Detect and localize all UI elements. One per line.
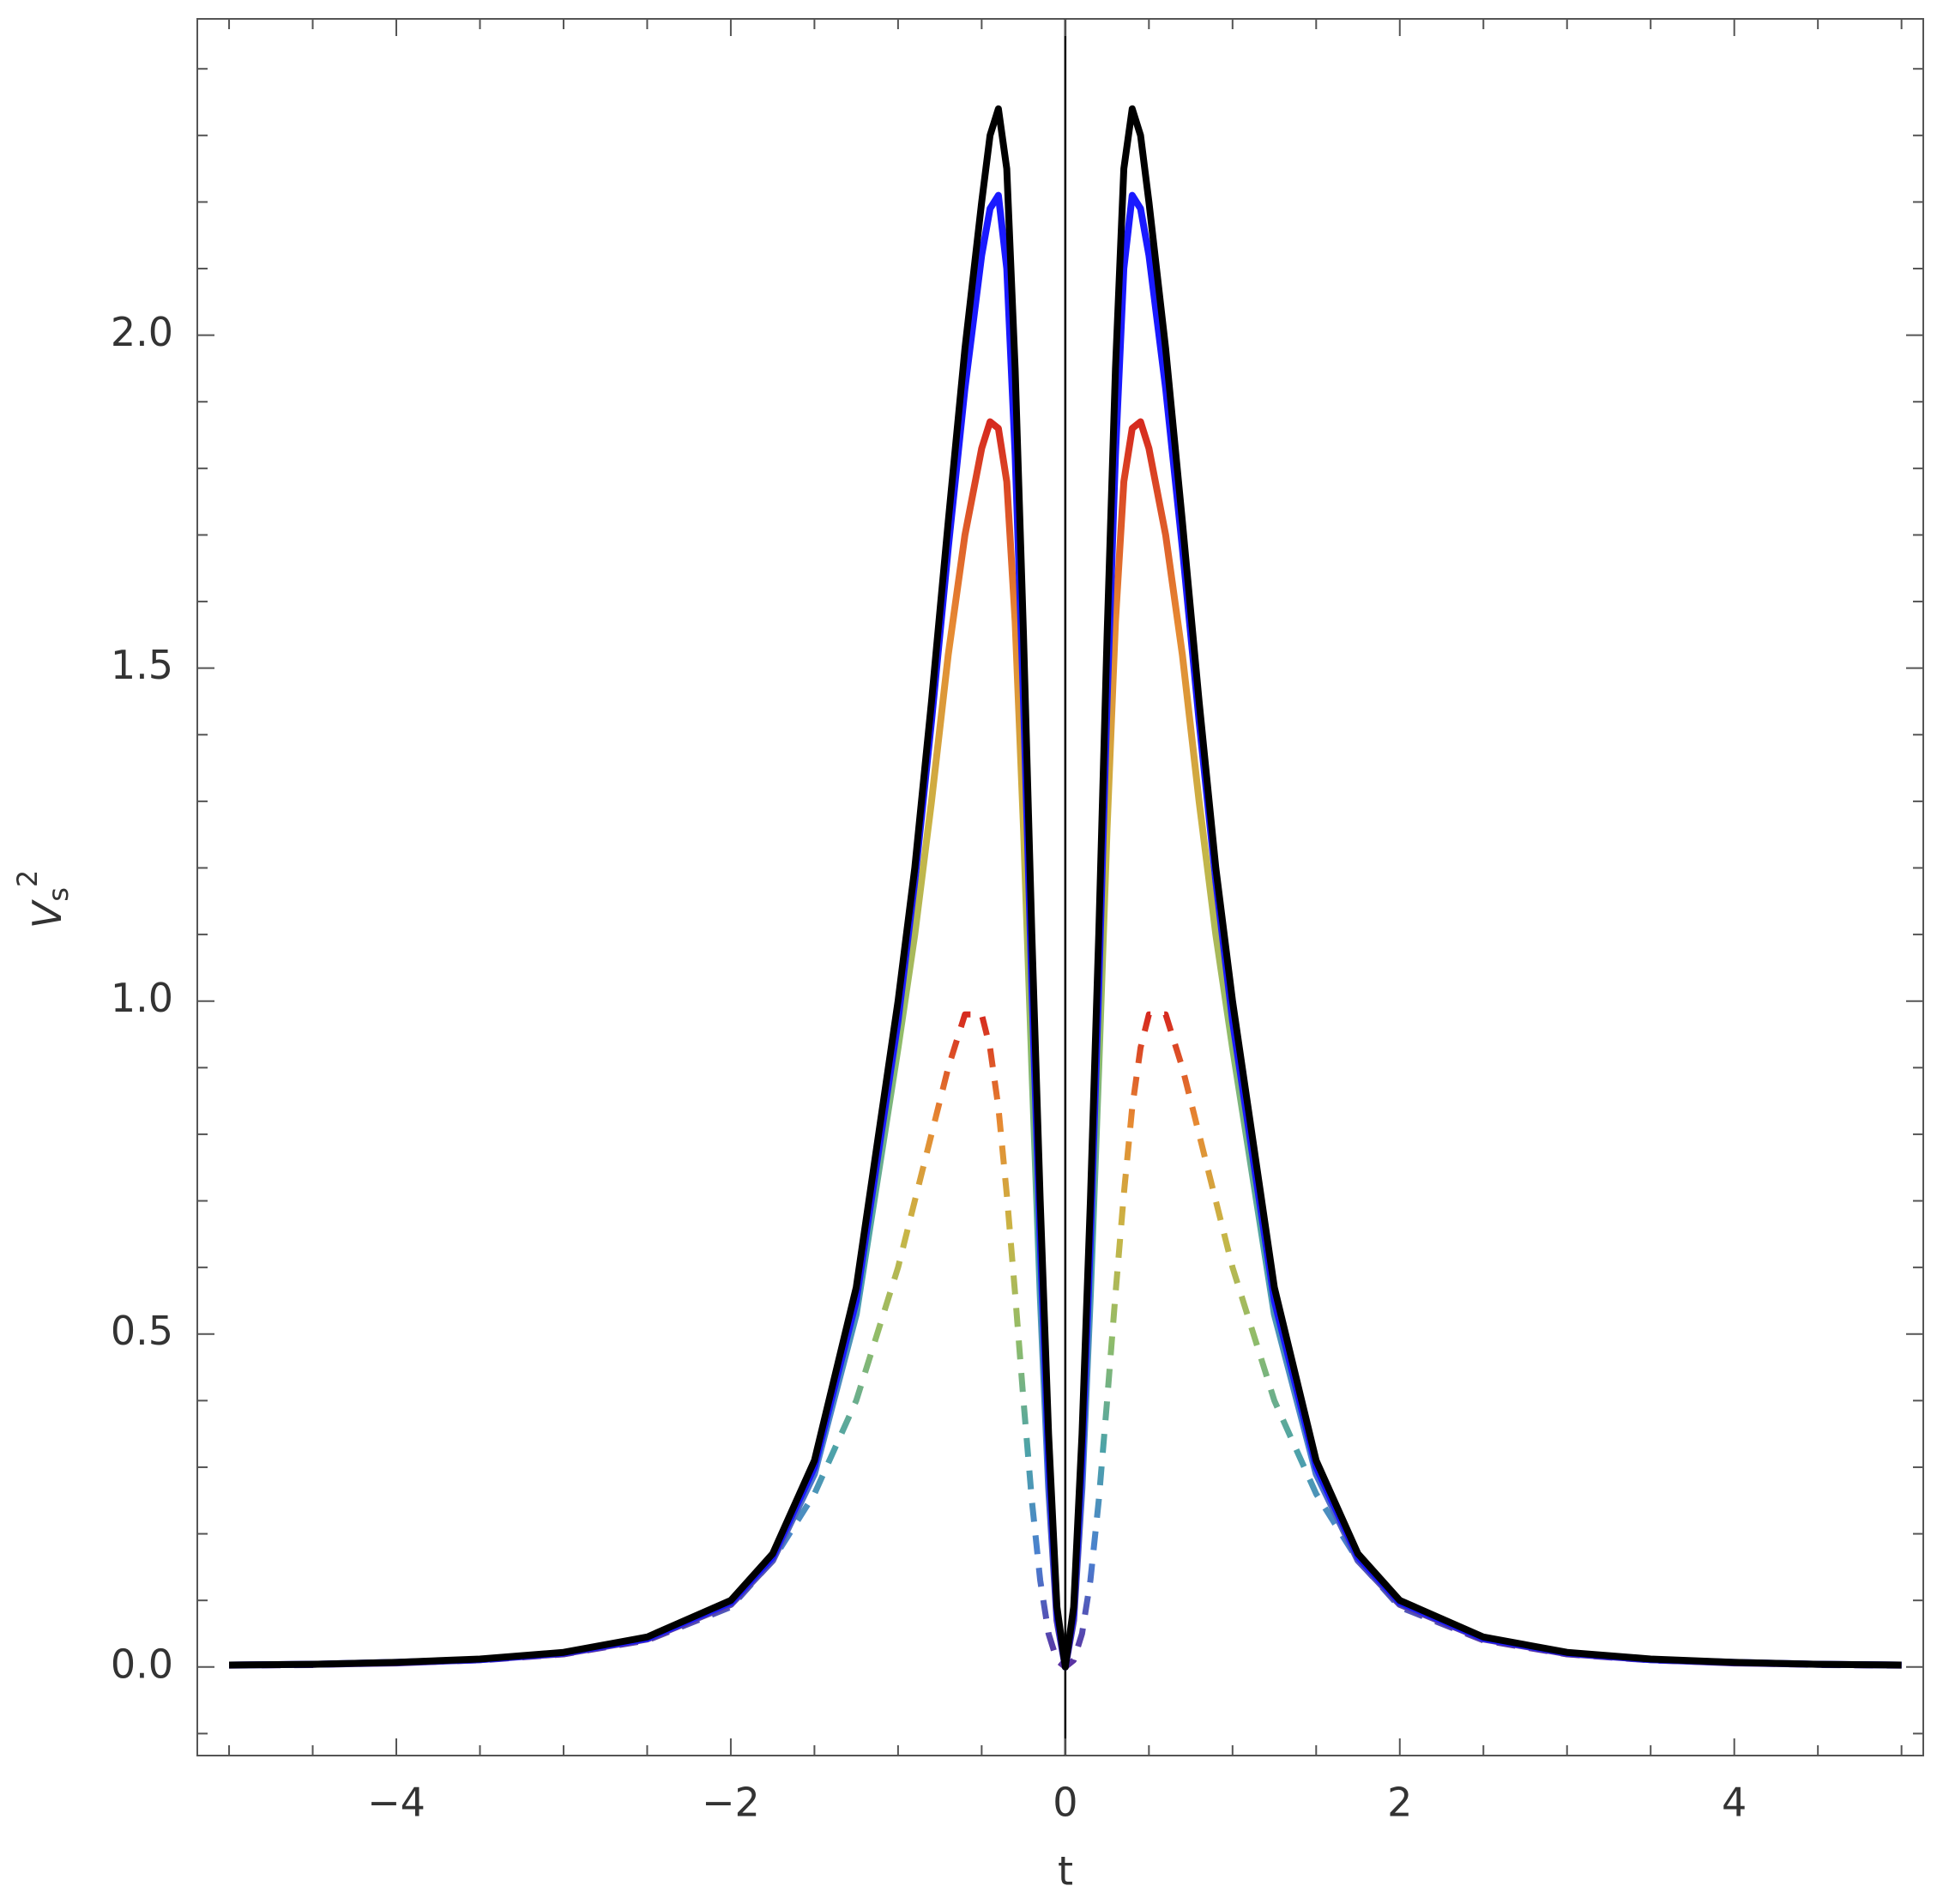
series-line <box>229 105 1902 1671</box>
y-tick-label: 2.0 <box>111 309 173 355</box>
y-tick-label: 0.5 <box>111 1308 173 1354</box>
y-tick-label: 0.0 <box>111 1641 173 1687</box>
y-label-sub: s <box>42 887 75 902</box>
x-axis-label: t <box>1058 1848 1073 1895</box>
x-tick-label: 0 <box>1053 1780 1077 1826</box>
y-axis-label: Vs2 <box>11 870 75 929</box>
plot-frame <box>196 18 1924 1756</box>
y-tick-label: 1.5 <box>111 642 173 688</box>
y-label-base: V <box>24 898 70 928</box>
y-tick-label: 1.0 <box>111 975 173 1021</box>
x-tick-label: −2 <box>702 1780 760 1826</box>
x-tick-label: 2 <box>1387 1780 1412 1826</box>
x-tick-label: −4 <box>367 1780 425 1826</box>
x-tick-label: 4 <box>1722 1780 1747 1826</box>
y-label-sup: 2 <box>11 870 44 887</box>
